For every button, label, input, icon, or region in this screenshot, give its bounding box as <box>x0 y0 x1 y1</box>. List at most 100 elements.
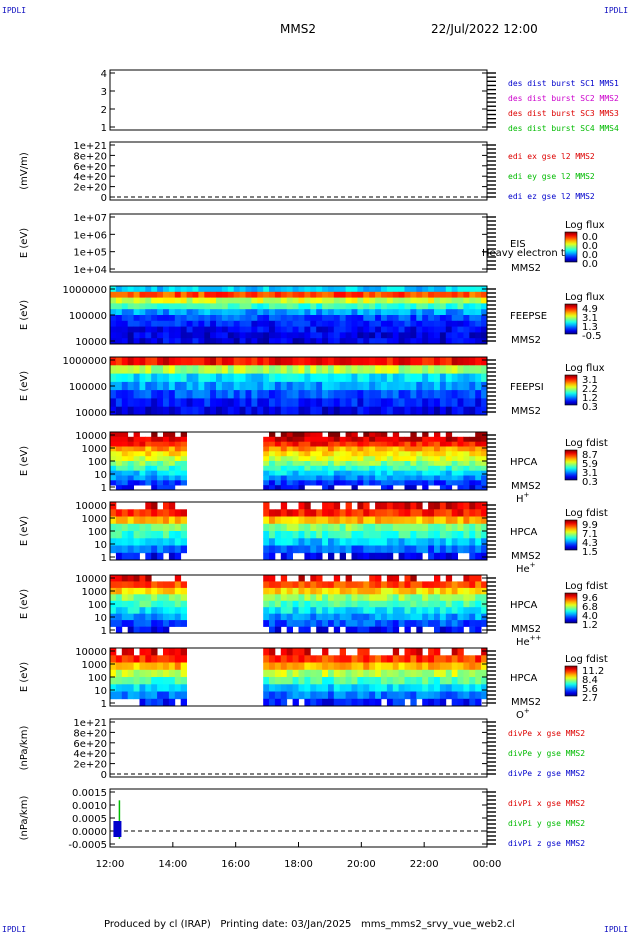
spectrogram-cell <box>304 291 311 298</box>
spectrogram-cell <box>251 326 258 333</box>
spectrogram-cell <box>351 432 358 438</box>
spectrogram-cell <box>110 684 117 692</box>
spectrogram-cell <box>375 698 382 707</box>
spectrogram-cell <box>463 365 470 374</box>
spectrogram-cell <box>133 626 140 634</box>
x-tick-label: 22:00 <box>410 859 439 870</box>
spectrogram-cell <box>145 456 152 462</box>
spectrogram-cell <box>233 309 240 316</box>
spectrogram-cell <box>286 315 293 322</box>
spectrogram-cell <box>445 461 453 467</box>
spectrogram-cell <box>475 531 482 539</box>
spectrogram-cell <box>363 357 370 366</box>
spectrogram-cell <box>457 436 464 442</box>
spectrogram-cell <box>328 538 335 546</box>
spectrogram-cell <box>174 581 182 589</box>
spectrogram-cell <box>398 581 405 589</box>
spectrogram-cell <box>351 669 358 678</box>
spectrogram-cell <box>145 523 152 532</box>
spectrogram-cell <box>139 436 146 442</box>
spectrogram-cell <box>469 594 476 602</box>
y-tick-label: 100 <box>88 673 107 684</box>
spectrogram-cell <box>110 523 117 532</box>
spectrogram-cell <box>310 446 317 452</box>
spectrogram-cell <box>292 357 299 366</box>
spectrogram-cell <box>416 320 423 327</box>
spectrogram-cell <box>404 451 411 457</box>
spectrogram-cell <box>221 398 229 408</box>
spectrogram-cell <box>174 461 182 467</box>
spectrogram-cell <box>439 357 447 366</box>
spectrogram-cell <box>439 315 447 322</box>
spectrogram-cell <box>439 398 447 408</box>
spectrogram-cell <box>304 406 311 416</box>
spectrogram-cell <box>127 332 134 339</box>
spectrogram-cell <box>310 365 317 374</box>
spacecraft-label: MMS2 <box>511 624 541 635</box>
spectrogram-cell <box>481 456 488 462</box>
spectrogram-cell <box>369 456 376 462</box>
spectrogram-cell <box>322 648 329 656</box>
colorbar-tick-label: 8.4 <box>582 675 598 686</box>
spectrogram-cell <box>269 381 276 391</box>
spectrogram-cell <box>369 626 376 634</box>
spectrogram-cell <box>434 357 441 366</box>
spectrogram-cell <box>145 406 152 416</box>
spectrogram-cell <box>475 357 482 366</box>
spectrogram-cell <box>339 655 346 663</box>
spectrogram-cell <box>451 309 458 316</box>
spectrogram-cell <box>469 516 476 525</box>
spectrogram-cell <box>286 509 293 517</box>
spectrogram-cell <box>233 373 240 383</box>
spectrogram-cell <box>416 655 423 663</box>
spectrogram-cell <box>322 475 329 481</box>
spectrogram-cell <box>298 291 305 298</box>
spectrogram-cell <box>322 297 329 304</box>
spectrogram-cell <box>410 297 417 304</box>
spectrogram-cell <box>145 531 152 539</box>
spectrogram-cell <box>398 373 405 383</box>
spectrogram-cell <box>121 662 129 671</box>
spectrogram-cell <box>304 297 311 304</box>
spectrogram-cell <box>121 531 129 539</box>
spectrogram-cell <box>339 338 346 345</box>
spectrogram-cell <box>121 475 129 481</box>
spectrogram-cell <box>292 315 299 322</box>
spectrogram-cell <box>363 613 370 621</box>
spectrogram-cell <box>381 309 388 316</box>
spectrogram-cell <box>263 373 270 383</box>
spectrogram-cell <box>404 286 411 293</box>
spectrogram-cell <box>463 475 470 481</box>
spectrogram-cell <box>310 465 317 471</box>
spectrogram-cell <box>115 531 123 539</box>
spectrogram-cell <box>322 320 329 327</box>
spectrogram-cell <box>404 475 411 481</box>
spectrogram-cell <box>163 390 170 399</box>
spectrogram-cell <box>316 581 323 589</box>
spectrogram-cell <box>404 594 411 602</box>
spectrogram-cell <box>157 461 164 467</box>
y-axis-label: E (eV) <box>19 446 30 476</box>
spectrogram-cell <box>422 365 429 374</box>
colorbar <box>564 449 578 481</box>
spectrogram-cell <box>292 523 299 532</box>
y-tick-label: 0.0000 <box>72 827 107 838</box>
spectrogram-cell <box>375 461 382 467</box>
spectrogram-cell <box>145 446 152 452</box>
spectrogram-cell <box>121 655 129 663</box>
spectrogram-cell <box>328 502 335 510</box>
spectrogram-cell <box>298 531 305 539</box>
spectrogram-cell <box>274 698 282 707</box>
spectrogram-cell <box>475 677 482 685</box>
spectrogram-cell <box>133 286 140 293</box>
spectrogram-cell <box>339 480 346 486</box>
spectrogram-cell <box>451 465 458 471</box>
spectrogram-cell <box>439 594 447 602</box>
spectrogram-cell <box>204 297 211 304</box>
spectrogram-cell <box>139 587 146 595</box>
spectrogram-cell <box>269 441 276 447</box>
spectrogram-cell <box>180 662 187 671</box>
spectrogram-cell <box>445 286 453 293</box>
spectrogram-cell <box>168 456 176 462</box>
